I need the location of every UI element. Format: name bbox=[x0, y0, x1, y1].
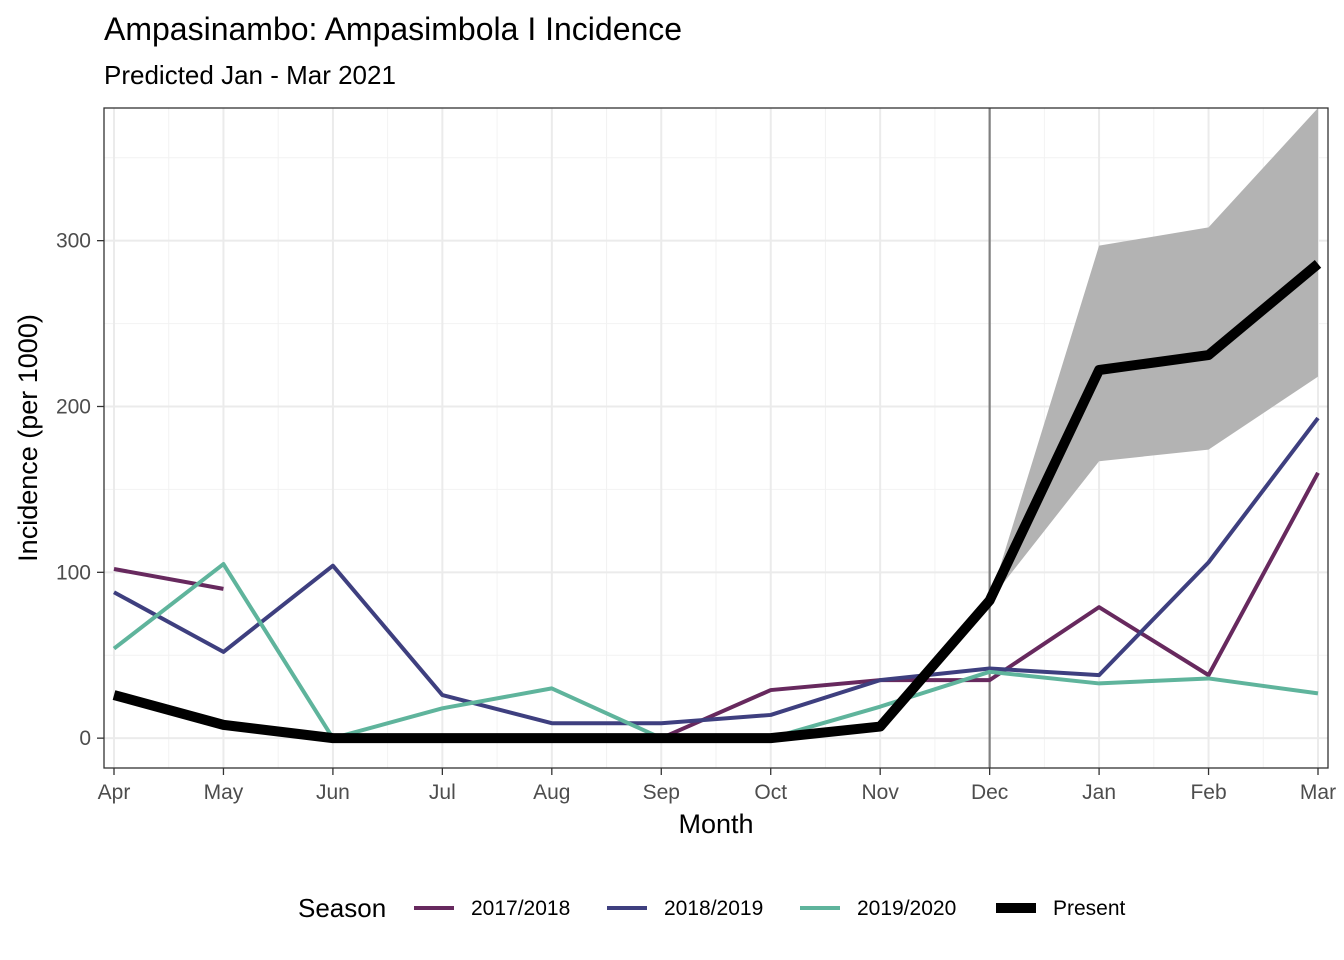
legend: Season 2017/2018 2018/2019 2019/2020 Present bbox=[298, 893, 1126, 923]
legend-title: Season bbox=[298, 893, 386, 923]
series-line-2018-2019 bbox=[113, 416, 1320, 726]
x-axis-title: Month bbox=[678, 809, 753, 839]
prediction-band-area bbox=[989, 108, 1318, 601]
series-line-2017-2018 bbox=[660, 471, 1320, 740]
x-tick-label: Mar bbox=[1300, 781, 1336, 804]
x-axis: Apr May Jun Jul Aug Sep Oct Nov Dec Jan Feb Mar bbox=[98, 768, 1336, 804]
x-tick-label: Jan bbox=[1082, 781, 1116, 804]
x-tick-label: Feb bbox=[1190, 781, 1226, 804]
prediction-band bbox=[989, 108, 1318, 601]
x-tick-label: Jul bbox=[429, 781, 456, 804]
x-tick-label: Apr bbox=[98, 781, 131, 804]
x-tick-label: Aug bbox=[533, 781, 570, 804]
series-line-present bbox=[112, 260, 1322, 744]
x-tick-label: Jun bbox=[316, 781, 350, 804]
x-tick-label: Dec bbox=[971, 781, 1008, 804]
series-lines bbox=[112, 260, 1322, 744]
y-axis-title: Incidence (per 1000) bbox=[13, 314, 43, 562]
y-tick-label: 200 bbox=[56, 395, 91, 418]
x-tick-label: Sep bbox=[643, 781, 680, 804]
y-axis: 0 100 200 300 bbox=[56, 230, 104, 750]
x-tick-label: Nov bbox=[862, 781, 900, 804]
chart-subtitle: Predicted Jan - Mar 2021 bbox=[104, 60, 396, 90]
legend-label-2018-2019: 2018/2019 bbox=[664, 897, 763, 920]
legend-label-2017-2018: 2017/2018 bbox=[471, 897, 570, 920]
chart-title: Ampasinambo: Ampasimbola I Incidence bbox=[104, 11, 682, 47]
y-tick-label: 100 bbox=[56, 561, 91, 584]
y-tick-label: 300 bbox=[56, 230, 91, 253]
legend-label-2019-2020: 2019/2020 bbox=[857, 897, 956, 920]
plot-panel-border bbox=[103, 107, 1329, 769]
y-tick-label: 0 bbox=[79, 727, 91, 750]
series-line-2017-2018 bbox=[113, 567, 224, 591]
x-tick-label: Oct bbox=[754, 781, 787, 804]
x-tick-label: May bbox=[204, 781, 244, 804]
legend-label-present: Present bbox=[1053, 897, 1126, 920]
